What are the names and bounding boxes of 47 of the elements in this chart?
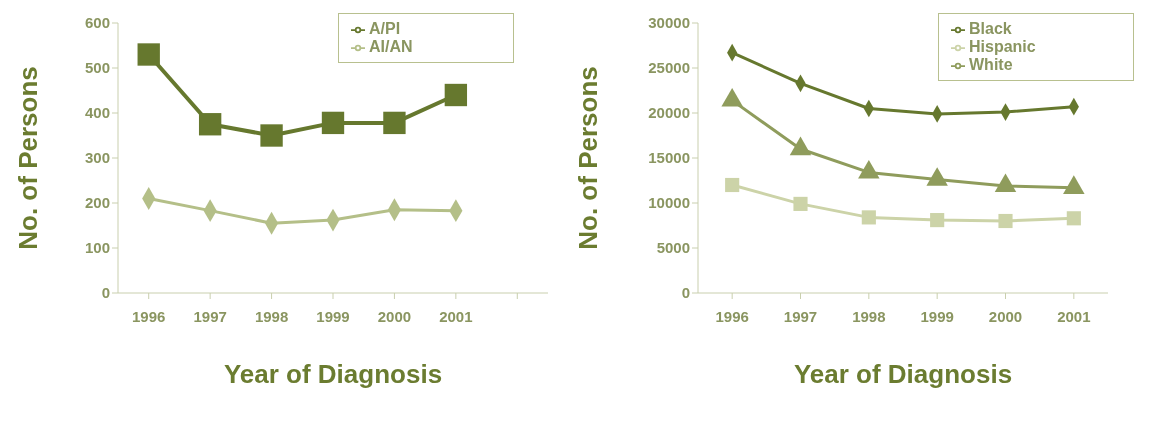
- x-axis-title: Year of Diagnosis: [793, 359, 1013, 389]
- y-tick-label: 500: [84, 59, 110, 77]
- x-tick-label: 1998: [254, 307, 289, 325]
- y-tick-label: 100: [84, 239, 110, 257]
- x-tick-label: 1997: [193, 307, 227, 325]
- legend-label: Hispanic: [969, 38, 1036, 55]
- point: [137, 43, 160, 66]
- y-tick-label: 0: [101, 284, 110, 302]
- y-tick-label: 10000: [648, 194, 690, 212]
- point: [1066, 211, 1081, 226]
- point: [444, 83, 468, 107]
- y-axis-title: No. of Persons: [573, 66, 604, 250]
- x-tick-label: 1997: [783, 307, 818, 325]
- x-tick-label: 1999: [316, 307, 350, 325]
- legend-label: Black: [969, 20, 1012, 37]
- y-tick-label: 300: [84, 149, 110, 167]
- point: [930, 213, 945, 228]
- point: [260, 124, 283, 147]
- y-tick-label: 200: [84, 194, 110, 212]
- x-tick-label: 2001: [1057, 307, 1091, 325]
- x-tick-label: 2001: [439, 307, 473, 325]
- y-tick-label: 5000: [656, 239, 690, 257]
- y-tick-label: 20000: [648, 104, 690, 122]
- point: [725, 177, 740, 193]
- y-tick-label: 15000: [648, 149, 690, 167]
- point: [198, 113, 222, 136]
- x-tick-label: 1999: [920, 307, 954, 325]
- legend-label: White: [969, 56, 1013, 73]
- x-axis-title: Year of Diagnosis: [223, 359, 443, 389]
- y-tick-label: 600: [84, 14, 110, 32]
- x-tick-label: 1996: [132, 307, 166, 325]
- x-tick-label: 2000: [377, 307, 412, 325]
- y-tick-label: 0: [681, 284, 690, 302]
- point: [861, 210, 876, 225]
- y-tick-label: 25000: [648, 59, 690, 77]
- legend-label: A/PI: [369, 20, 401, 37]
- legend-label: AI/AN: [369, 38, 413, 55]
- point: [383, 111, 406, 135]
- point: [998, 213, 1013, 229]
- x-tick-label: 2000: [988, 307, 1023, 325]
- x-tick-label: 1996: [715, 307, 749, 325]
- point: [321, 111, 345, 135]
- y-axis-title: No. of Persons: [13, 66, 44, 250]
- x-tick-label: 1998: [852, 307, 886, 325]
- y-tick-label: 400: [84, 104, 110, 122]
- point: [793, 196, 808, 211]
- y-tick-label: 30000: [648, 14, 690, 32]
